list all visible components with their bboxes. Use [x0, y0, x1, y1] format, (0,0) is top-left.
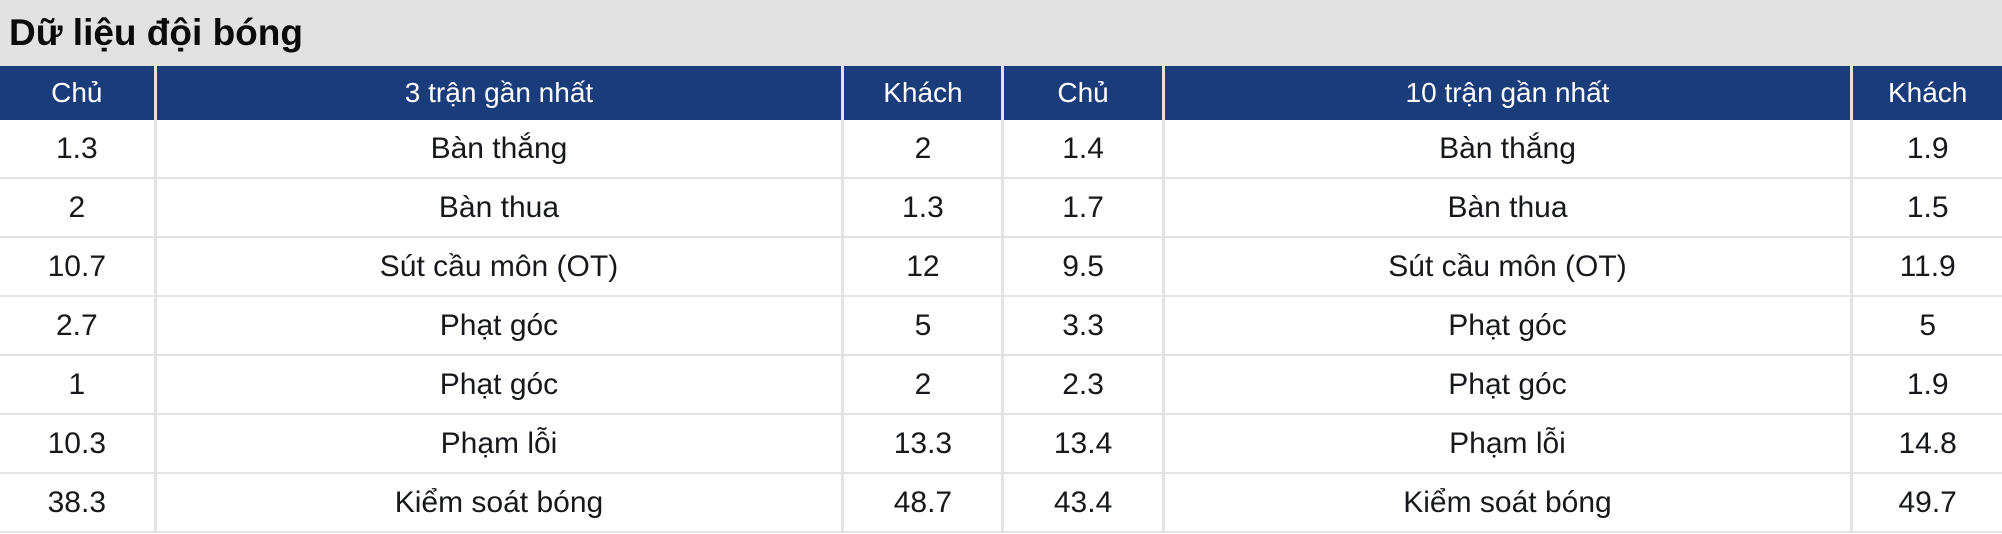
table-row: 38.3 Kiểm soát bóng 48.7 43.4 Kiểm soát …	[0, 473, 2002, 533]
table-row: 10.7 Sút cầu môn (OT) 12 9.5 Sút cầu môn…	[0, 237, 2002, 297]
away3-value: 5	[842, 296, 1005, 356]
away3-value: 2	[842, 355, 1005, 415]
home3-value: 2.7	[0, 296, 157, 356]
away10-value: 5	[1851, 296, 2002, 356]
home10-value: 3.3	[1002, 296, 1165, 356]
away3-value: 12	[842, 237, 1005, 297]
table-row: 1 Phạt góc 2 2.3 Phạt góc 1.9	[0, 355, 2002, 415]
panel-title-bar: Dữ liệu đội bóng	[0, 0, 2002, 66]
home3-value: 1.3	[0, 120, 157, 179]
home10-value: 9.5	[1002, 237, 1165, 297]
away10-value: 14.8	[1851, 414, 2002, 474]
home10-value: 1.7	[1002, 178, 1165, 238]
stat-label-10: Kiểm soát bóng	[1163, 473, 1854, 533]
panel-title: Dữ liệu đội bóng	[9, 12, 303, 53]
home3-value: 2	[0, 178, 157, 238]
table-row: 1.3 Bàn thắng 2 1.4 Bàn thắng 1.9	[0, 120, 2002, 179]
away10-value: 1.9	[1851, 120, 2002, 179]
stat-label-10: Bàn thua	[1163, 178, 1854, 238]
col-header-home-3: Chủ	[0, 66, 157, 120]
home10-value: 1.4	[1002, 120, 1165, 179]
stat-label-3: Phạt góc	[155, 296, 845, 356]
away10-value: 1.5	[1851, 178, 2002, 238]
stat-label-3: Bàn thua	[155, 178, 845, 238]
col-header-last-10-matches: 10 trận gần nhất	[1163, 66, 1854, 120]
away3-value: 1.3	[842, 178, 1005, 238]
away10-value: 49.7	[1851, 473, 2002, 533]
col-header-away-3: Khách	[842, 66, 1005, 120]
home3-value: 1	[0, 355, 157, 415]
table-row: 2 Bàn thua 1.3 1.7 Bàn thua 1.5	[0, 178, 2002, 238]
team-stats-table: Chủ 3 trận gần nhất Khách Chủ 10 trận gầ…	[0, 66, 2002, 533]
home10-value: 43.4	[1002, 473, 1165, 533]
home3-value: 38.3	[0, 473, 157, 533]
stat-label-3: Sút cầu môn (OT)	[155, 237, 845, 297]
stat-label-10: Phạt góc	[1163, 355, 1854, 415]
away3-value: 2	[842, 120, 1005, 179]
home3-value: 10.7	[0, 237, 157, 297]
away3-value: 48.7	[842, 473, 1005, 533]
away10-value: 11.9	[1851, 237, 2002, 297]
stat-label-10: Sút cầu môn (OT)	[1163, 237, 1854, 297]
stat-label-3: Bàn thắng	[155, 120, 845, 179]
stat-label-3: Phạm lỗi	[155, 414, 845, 474]
stat-label-10: Phạm lỗi	[1163, 414, 1854, 474]
stat-label-3: Kiểm soát bóng	[155, 473, 845, 533]
home10-value: 13.4	[1002, 414, 1165, 474]
away10-value: 1.9	[1851, 355, 2002, 415]
home10-value: 2.3	[1002, 355, 1165, 415]
table-row: 10.3 Phạm lỗi 13.3 13.4 Phạm lỗi 14.8	[0, 414, 2002, 474]
table-row: 2.7 Phạt góc 5 3.3 Phạt góc 5	[0, 296, 2002, 356]
stat-label-10: Phạt góc	[1163, 296, 1854, 356]
home3-value: 10.3	[0, 414, 157, 474]
stat-label-10: Bàn thắng	[1163, 120, 1854, 179]
col-header-home-10: Chủ	[1002, 66, 1165, 120]
col-header-last-3-matches: 3 trận gần nhất	[155, 66, 845, 120]
stat-label-3: Phạt góc	[155, 355, 845, 415]
table-header-row: Chủ 3 trận gần nhất Khách Chủ 10 trận gầ…	[0, 66, 2002, 120]
col-header-away-10: Khách	[1851, 66, 2002, 120]
away3-value: 13.3	[842, 414, 1005, 474]
